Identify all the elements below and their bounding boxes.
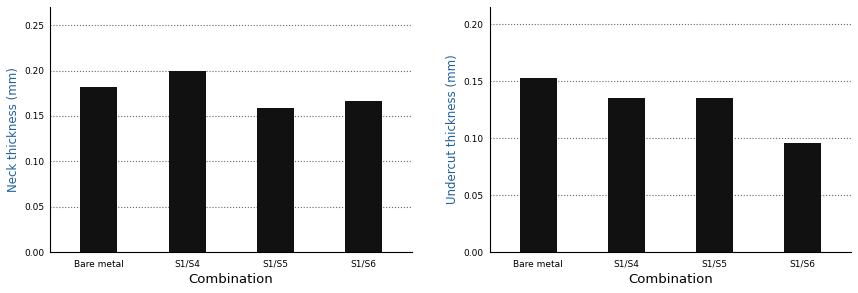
- X-axis label: Combination: Combination: [628, 273, 713, 286]
- Bar: [345, 101, 382, 252]
- Bar: [257, 108, 293, 252]
- Bar: [520, 78, 557, 252]
- X-axis label: Combination: Combination: [189, 273, 274, 286]
- Bar: [696, 98, 733, 252]
- Y-axis label: Neck thickness (mm): Neck thickness (mm): [7, 67, 20, 192]
- Bar: [81, 87, 118, 252]
- Bar: [784, 143, 821, 252]
- Y-axis label: Undercut thickness (mm): Undercut thickness (mm): [446, 55, 459, 205]
- Bar: [168, 71, 206, 252]
- Bar: [608, 98, 645, 252]
